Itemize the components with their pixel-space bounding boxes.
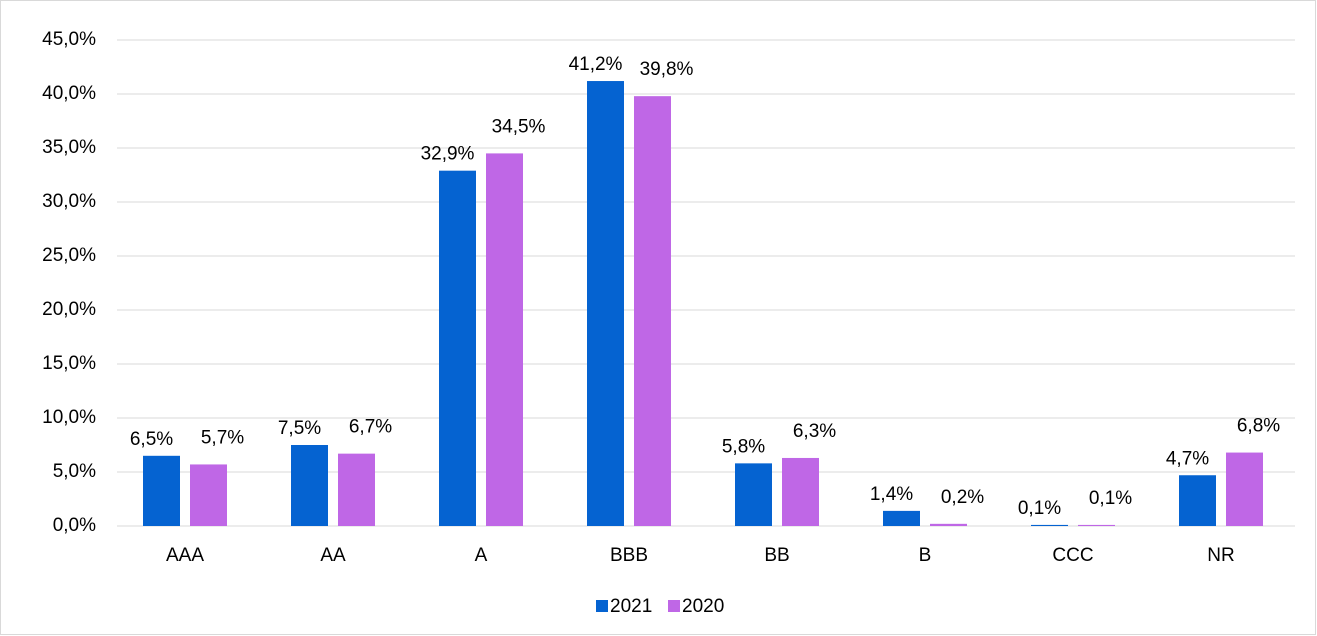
y-tick-label: 25,0% [42,245,96,266]
data-label: 1,4% [870,484,913,505]
bar [439,170,476,526]
data-label: 0,2% [941,487,984,508]
bar [735,463,772,526]
legend-swatch [668,600,680,612]
legend-label: 2020 [682,596,724,617]
x-tick-label: AAA [166,545,204,566]
y-tick-label: 15,0% [42,353,96,374]
data-label: 0,1% [1018,498,1061,519]
y-tick-label: 5,0% [53,461,96,482]
y-tick-label: 10,0% [42,407,96,428]
y-tick-label: 35,0% [42,137,96,158]
x-tick-label: A [475,545,488,566]
bar [338,453,375,526]
data-label: 41,2% [569,54,623,75]
bar [143,455,180,526]
data-label: 7,5% [278,418,321,439]
data-label: 6,7% [349,417,392,438]
y-tick-label: 45,0% [42,29,96,50]
bar [1078,524,1115,526]
x-tick-label: B [919,545,932,566]
bar [291,445,328,526]
data-label: 6,8% [1237,416,1280,437]
bar [1226,452,1263,526]
x-tick-label: AA [320,545,346,566]
y-tick-label: 40,0% [42,83,96,104]
data-label: 34,5% [492,116,546,137]
x-tick-label: CCC [1052,545,1093,566]
legend-label: 2021 [610,596,652,617]
data-label: 5,8% [722,436,765,457]
bar [587,81,624,526]
bar [634,96,671,526]
bar [930,523,967,526]
data-label: 5,7% [201,427,244,448]
data-label: 6,5% [130,429,173,450]
data-label: 4,7% [1166,448,1209,469]
y-tick-label: 30,0% [42,191,96,212]
bar [1179,475,1216,526]
data-label: 0,1% [1089,488,1132,509]
x-tick-label: NR [1207,545,1234,566]
bar [1031,524,1068,526]
x-tick-label: BB [764,545,789,566]
data-label: 32,9% [421,144,475,165]
y-tick-label: 20,0% [42,299,96,320]
legend-swatch [596,600,608,612]
data-label: 39,8% [640,59,694,80]
bar [190,464,227,526]
bar [782,457,819,526]
data-label: 6,3% [793,421,836,442]
y-tick-label: 0,0% [53,515,96,536]
bar [883,510,920,526]
bar [486,153,523,526]
x-tick-label: BBB [610,545,648,566]
